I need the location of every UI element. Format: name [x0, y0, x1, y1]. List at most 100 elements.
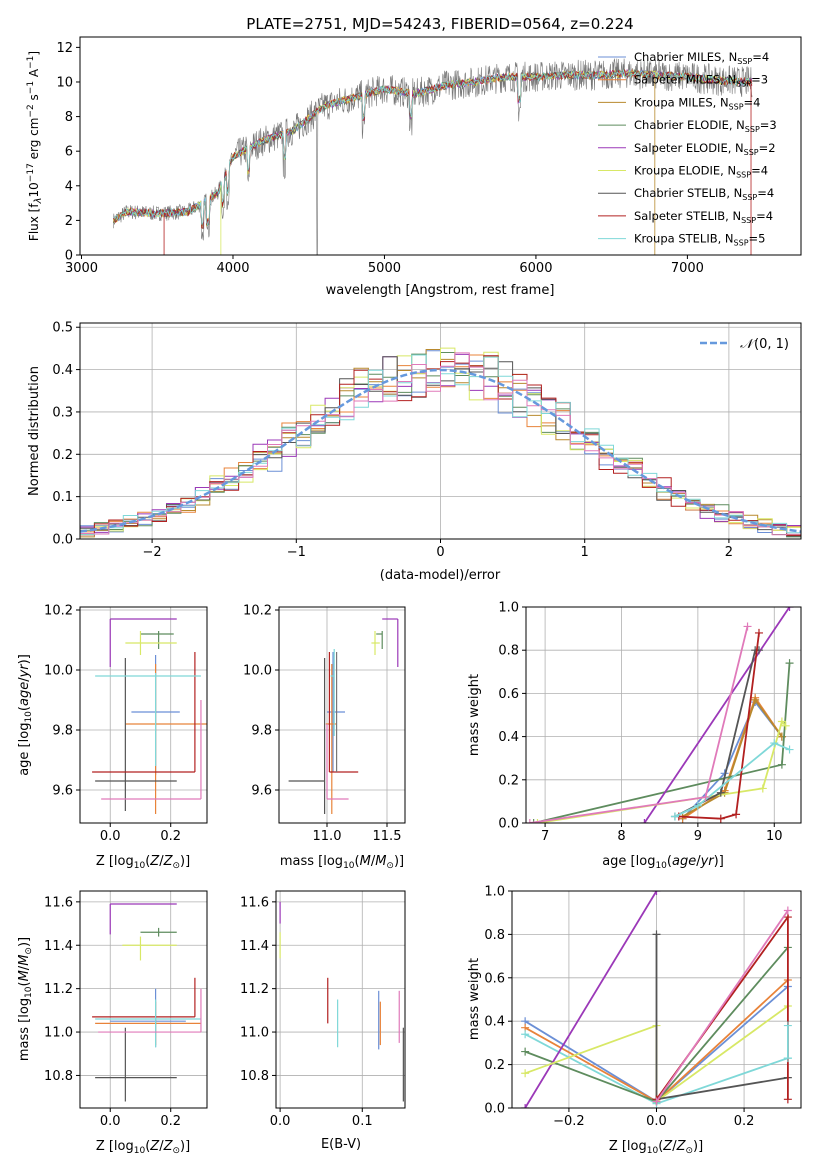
mass-weight-point — [670, 812, 679, 821]
legend-entry: Kroupa ELODIE, NSSP=4 — [634, 164, 768, 180]
mass-weight-vs-age-ytick-label: 0.4 — [498, 730, 519, 745]
mass-weight-vs-age-ytick-label: 0.8 — [498, 644, 519, 659]
mass-weight-point — [533, 819, 542, 823]
mass-vs-metallicity-ytick-label: 11.6 — [44, 895, 73, 910]
spectrum-title: PLATE=2751, MJD=54243, FIBERID=0564, z=0… — [246, 15, 633, 33]
residuals-ytick-label: 0.5 — [52, 321, 73, 336]
mass-vs-extinction-panel: 0.0 0.1 10.8 11.0 11.2 11.4 11.6 E(B-V) — [240, 890, 406, 1152]
mass-weight-vs-age-ytick-label: 0.2 — [498, 773, 519, 788]
spectrum-xtick-label: 6000 — [519, 261, 552, 276]
mass-weight-vs-metallicity-ytick-label: 0.6 — [484, 971, 505, 986]
age-vs-metallicity-xtick-label: 0.2 — [160, 829, 181, 844]
mass-vs-extinction-ytick-label: 11.6 — [240, 895, 269, 910]
mass-weight-vs-age-ytick-label: 0.6 — [498, 687, 519, 702]
age-vs-mass-errorbars — [288, 618, 399, 814]
mass-weight-vs-metallicity-lines — [521, 891, 792, 1108]
mass-vs-extinction-ytick-label: 11.4 — [240, 939, 269, 954]
legend-entry: Chabrier STELIB, NSSP=4 — [634, 186, 774, 202]
mass-weight-line — [655, 934, 789, 1101]
mass-weight-vs-metallicity-ylabel: mass weight — [467, 958, 482, 1040]
spectrum-xtick-label: 7000 — [671, 261, 704, 276]
mass-weight-point — [652, 1097, 661, 1106]
mass-weight-point — [777, 760, 786, 769]
mass-vs-metallicity-ytick-label: 11.0 — [44, 1026, 73, 1041]
mass-weight-vs-age-xtick-label: 8 — [617, 829, 625, 844]
mass-weight-vs-metallicity-ytick-label: 0.0 — [484, 1102, 505, 1117]
mass-vs-extinction-xtick-label: 0.0 — [270, 1114, 291, 1129]
mass-weight-vs-age-ytick-label: 1.0 — [498, 601, 519, 616]
mass-weight-point — [743, 622, 752, 631]
spectrum-ytick-label: 6 — [65, 145, 73, 160]
mass-weight-vs-age-xtick-label: 9 — [694, 829, 702, 844]
mass-weight-vs-metallicity-ytick-label: 0.4 — [484, 1015, 505, 1030]
mass-weight-point — [716, 788, 725, 797]
age-vs-mass-xtick-label: 11.0 — [313, 829, 342, 844]
mass-weight-point — [652, 891, 661, 895]
residual-histograms — [80, 347, 801, 538]
mass-weight-vs-age-ylabel: mass weight — [467, 674, 482, 756]
residuals-legend: 𝒩 (0, 1) — [700, 337, 789, 352]
mass-weight-point — [783, 1095, 792, 1104]
residuals-xtick-label: −2 — [143, 545, 162, 560]
mass-weight-line — [529, 626, 749, 823]
legend-entry: Salpeter MILES, NSSP=3 — [634, 73, 768, 89]
spectrum-lines — [112, 58, 753, 255]
residuals-xtick-label: −1 — [287, 545, 306, 560]
spectrum-xlabel: wavelength [Angstrom, rest frame] — [326, 283, 555, 298]
mass-vs-extinction-ytick-label: 11.0 — [240, 1026, 269, 1041]
spectrum-ytick-label: 12 — [56, 41, 73, 56]
spectrum-xtick-label: 4000 — [216, 261, 249, 276]
mass-weight-vs-age-lines — [526, 607, 794, 823]
mass-vs-metallicity-errorbars — [92, 903, 202, 1102]
mass-vs-metallicity-xtick-label: 0.0 — [100, 1114, 121, 1129]
age-vs-metallicity-ytick-label: 10.0 — [44, 664, 73, 679]
residual-histogram — [80, 347, 801, 535]
mass-weight-point — [781, 721, 790, 730]
mass-weight-vs-age-xlabel: age [log10(age/yr)] — [602, 854, 724, 871]
residuals-xlabel: (data-model)/error — [380, 568, 501, 583]
mass-vs-extinction-ytick-label: 11.2 — [240, 982, 269, 997]
mass-weight-line — [678, 632, 760, 820]
residuals-ytick-label: 0.1 — [52, 490, 73, 505]
spectrum-ytick-label: 2 — [65, 214, 73, 229]
spectrum-ytick-label: 10 — [56, 75, 73, 90]
spectrum-xtick-label: 3000 — [65, 261, 98, 276]
mass-weight-point — [777, 717, 786, 726]
residuals-xtick-label: 2 — [725, 545, 733, 560]
mass-weight-vs-metallicity-panel: −0.2 0.0 0.2 0.0 0.2 0.4 0.6 0.8 1.0 Z [log10(Z… — [467, 885, 802, 1156]
mass-vs-metallicity-panel: 0.0 0.2 10.8 11.0 11.2 11.4 11.6 Z [log10(Z/Z… — [17, 890, 208, 1156]
age-vs-mass-ytick-label: 10.0 — [243, 664, 272, 679]
mass-weight-line — [682, 697, 783, 818]
age-vs-metallicity-ytick-label: 10.2 — [44, 604, 73, 619]
mass-weight-point — [754, 628, 763, 637]
spectrum-xtick-label: 5000 — [368, 261, 401, 276]
mass-weight-vs-age-xtick-label: 7 — [541, 829, 549, 844]
residual-histogram — [80, 352, 801, 536]
age-vs-metallicity-xlabel: Z [log10(Z/Z⊙)] — [96, 854, 190, 871]
mass-weight-line — [524, 891, 658, 1108]
mass-weight-point — [785, 659, 794, 668]
mass-weight-vs-metallicity-xlabel: Z [log10(Z/Z⊙)] — [609, 1139, 703, 1156]
mass-weight-vs-age-xtick-label: 10 — [766, 829, 783, 844]
model-spectrum-line — [113, 69, 753, 226]
mass-vs-metallicity-ytick-label: 11.2 — [44, 982, 73, 997]
mass-weight-line — [643, 607, 791, 823]
age-vs-mass-panel: 11.0 11.5 9.6 9.8 10.0 10.2 mass [log10(M/M⊙… — [243, 604, 406, 871]
mass-weight-point — [521, 1030, 530, 1039]
mass-weight-point — [526, 819, 534, 823]
residuals-ytick-label: 0.2 — [52, 448, 73, 463]
age-vs-metallicity-ytick-label: 9.6 — [52, 784, 73, 799]
mass-weight-point — [701, 793, 710, 802]
mass-weight-point — [770, 739, 779, 748]
mass-vs-extinction-xtick-label: 0.1 — [352, 1114, 373, 1129]
spectrum-ytick-label: 4 — [65, 179, 73, 194]
mass-weight-vs-metallicity-ytick-label: 0.8 — [484, 928, 505, 943]
legend-entry: Salpeter ELODIE, NSSP=2 — [634, 141, 776, 157]
mass-vs-metallicity-ytick-label: 11.4 — [44, 939, 73, 954]
mass-weight-line — [655, 909, 789, 1103]
age-vs-metallicity-errorbars — [92, 618, 207, 814]
legend-entry: Kroupa MILES, NSSP=4 — [634, 95, 760, 111]
spectrum-ylabel: Flux [fλ10−17 erg cm−2 s−1 A−1] — [26, 51, 44, 241]
age-vs-metallicity-xtick-label: 0.0 — [100, 829, 121, 844]
